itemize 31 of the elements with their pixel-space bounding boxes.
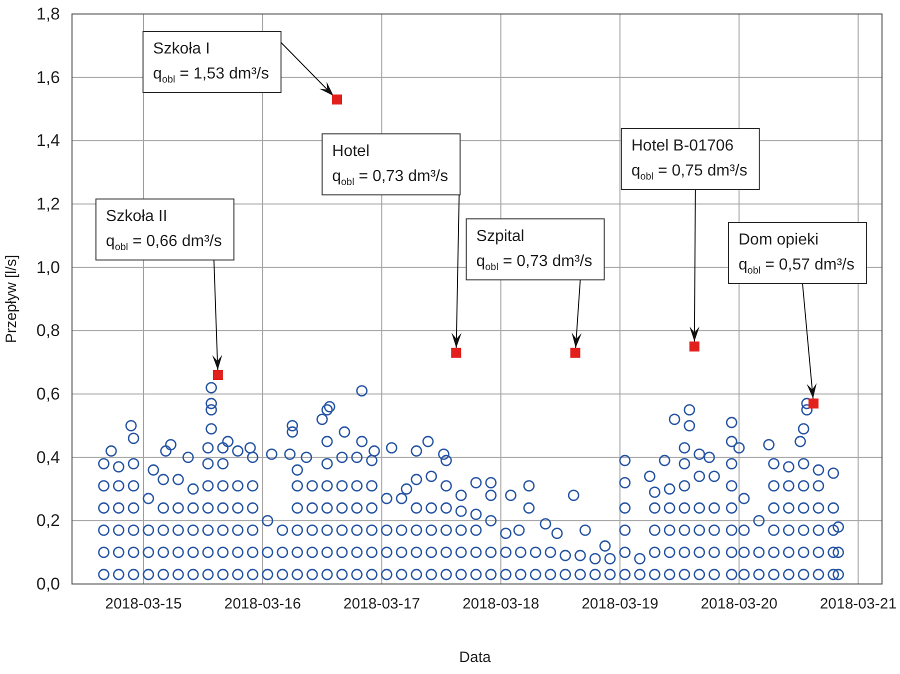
x-tick-label: 2018-03-19 — [582, 596, 658, 613]
x-tick-label: 2018-03-16 — [224, 596, 301, 613]
annotation: Szpital q$_{obl}$ = 0,73 dm³/s — [476, 228, 592, 273]
y-tick-label: 1,6 — [36, 68, 60, 87]
x-tick-label: 2018-03-21 — [820, 596, 897, 613]
y-tick-label: 1,2 — [36, 194, 60, 214]
point — [451, 348, 462, 358]
x-tick-label: 2018-03-18 — [462, 596, 540, 613]
y-tick-label: 0,2 — [36, 511, 60, 530]
x-tick-label: 2018-03-17 — [343, 596, 420, 613]
y-tick-label: 1,0 — [36, 258, 60, 277]
point — [570, 348, 580, 358]
annotation: Hotel B-01706 q$_{obl}$ = 0,75 dm³/s — [631, 138, 748, 182]
x-tick-label: 2018-03-20 — [700, 596, 778, 613]
y-tick-label: 0,6 — [36, 384, 60, 404]
x-tick-label: 2018-03-15 — [105, 596, 182, 613]
point — [332, 94, 342, 104]
annotation: Dom opieki q$_{obl}$ = 0,57 dm³/s — [738, 232, 854, 276]
x-axis-title: Data — [459, 649, 492, 666]
point — [689, 342, 700, 352]
annotation: Szkoła I q$_{obl}$ = 1,53 dm³/s — [153, 40, 270, 86]
y-tick-label: 0,0 — [36, 574, 60, 594]
point — [212, 370, 223, 380]
point — [808, 398, 819, 408]
y-tick-label: 1,4 — [36, 131, 60, 150]
annotation: Hotel q$_{obl}$ = 0,73 dm³/s — [332, 142, 448, 188]
y-axis-title: Przepływ [l/s] — [3, 254, 20, 344]
y-tick-label: 1,8 — [36, 4, 60, 24]
y-tick-label: 0,8 — [36, 321, 60, 340]
annotation: Szkoła II q$_{obl}$ = 0,66 dm³/s — [106, 208, 222, 253]
y-tick-label: 0,4 — [36, 448, 60, 467]
